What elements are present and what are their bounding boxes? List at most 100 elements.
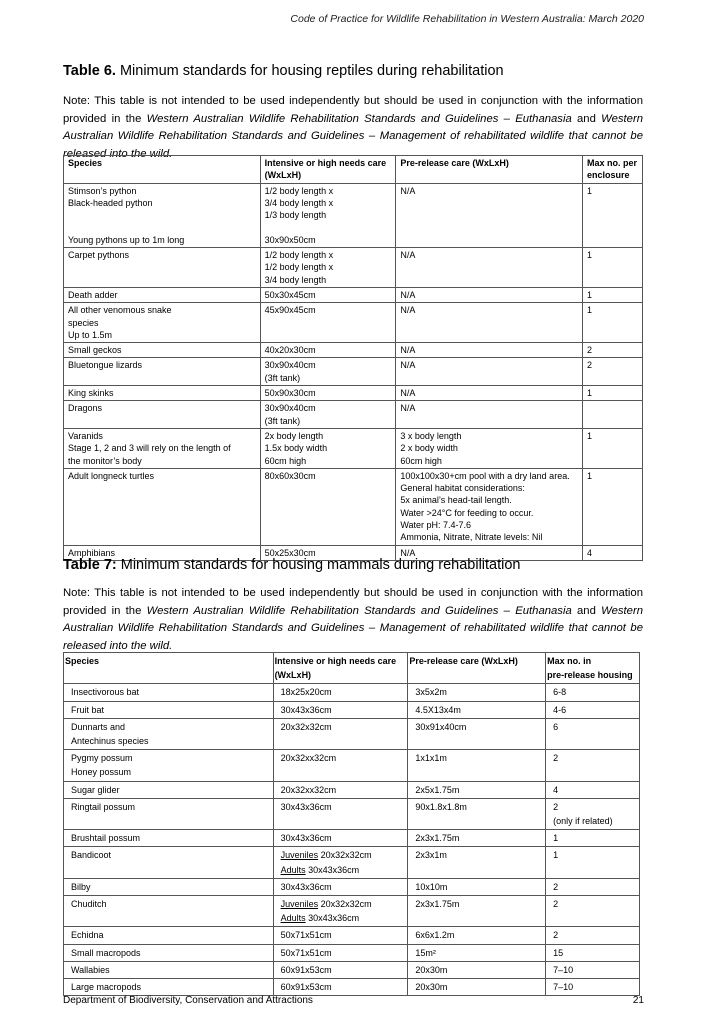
table-cell: 15 <box>545 943 640 962</box>
column-header: Pre-release care (WxLxH) <box>407 651 547 685</box>
table-cell: 2 <box>545 895 640 928</box>
table6-title: Minimum standards for housing reptiles d… <box>115 63 504 79</box>
table-cell: 2 <box>582 342 643 359</box>
table-row: Large macropods 60x91x53cm 20x30m 7–10 <box>63 978 640 997</box>
table-row: Bandicoot Juveniles 20x32x32cm Adults 30x… <box>63 846 640 879</box>
table-cell: 7–10 <box>545 978 640 997</box>
table-cell: 2x3x1.75m <box>407 829 547 848</box>
table-cell: 60x91x53cm <box>272 978 409 997</box>
table-cell: Adult longneck turtles <box>63 467 261 546</box>
table-cell: 6-8 <box>545 683 640 702</box>
note-ref: Western Australian Wildlife Rehabilitati… <box>146 112 572 125</box>
table-cell: Brushtail possum <box>63 829 274 848</box>
column-header: Pre-release care (WxLxH) <box>395 155 583 184</box>
table-cell: 50x71x51cm <box>272 926 409 945</box>
table-cell: Stimson’s python Black-headed python You… <box>63 182 261 249</box>
table-cell: 2 (only if related) <box>545 797 640 831</box>
table-cell: 3 x body length 2 x body width 60cm high <box>395 427 583 469</box>
table-cell: 20x30m <box>407 960 547 980</box>
table-cell: 1 <box>545 846 640 879</box>
table-cell: 6 <box>545 717 640 751</box>
table-cell: 6x6x1.2m <box>407 926 547 945</box>
table-cell: 1 <box>582 467 643 546</box>
table-cell: 80x60x30cm <box>259 467 397 546</box>
table-cell: 1 <box>582 385 643 402</box>
table-cell: N/A <box>395 400 583 429</box>
running-header: Code of Practice for Wildlife Rehabilita… <box>290 13 644 25</box>
table-cell: 2 <box>545 877 640 897</box>
table-cell: N/A <box>395 247 583 288</box>
table-row: Carpet pythons 1/2 body length x 1/2 body… <box>63 247 643 288</box>
table-row: Adult longneck turtles 80x60x30cm 100x100x… <box>63 467 643 546</box>
table-cell: King skinks <box>63 385 261 402</box>
table-row: Sugar glider 20x32xx32cm 2x5x1.75m 4 <box>63 780 640 799</box>
table-cell: 1/2 body length x 1/2 body length x 3/4 … <box>259 247 397 288</box>
table-cell: N/A <box>395 182 583 249</box>
table-cell: 4 <box>545 780 640 799</box>
table-cell: 4 <box>582 544 643 561</box>
table-cell: Juveniles 20x32x32cm Adults 30x43x36cm <box>272 846 409 879</box>
table-cell: 90x1.8x1.8m <box>407 797 547 831</box>
table-cell: 2 <box>545 749 640 782</box>
table-cell: 50x25x30cm <box>259 544 397 561</box>
table-row: Ringtail possum 30x43x36cm 90x1.8x1.8m 2 (o… <box>63 797 640 831</box>
table-cell: 7–10 <box>545 960 640 980</box>
table7-mammals: Species Intensive or high needs care (WxL… <box>63 651 640 997</box>
table7-heading: Table 7: Minimum standards for housing m… <box>63 557 520 573</box>
note-text: . <box>169 639 173 652</box>
note-ref: Western Australian Wildlife Rehabilitati… <box>63 604 643 652</box>
header-row: Species Intensive or high needs care (WxL… <box>63 155 643 184</box>
table-cell: 45x90x45cm <box>259 302 397 344</box>
table-cell: 60x91x53cm <box>272 960 409 980</box>
table-cell: 30x43x36cm <box>272 877 409 897</box>
table-cell: 1x1x1m <box>407 749 547 782</box>
note-text: . <box>169 147 173 160</box>
table-cell: Pygmy possum Honey possum <box>63 749 274 782</box>
table-cell: 20x32xx32cm <box>272 749 409 782</box>
table-cell: 2x body length 1.5x body width 60cm high <box>259 427 397 469</box>
table-cell: 30x43x36cm <box>272 829 409 848</box>
table-row: Stimson’s python Black-headed python You… <box>63 182 643 249</box>
table-cell: Bandicoot <box>63 846 274 879</box>
table-cell: 18x25x20cm <box>272 683 409 702</box>
table-cell: Wallabies <box>63 960 274 980</box>
table-cell: Small geckos <box>63 342 261 359</box>
header-row: Species Intensive or high needs care (WxL… <box>63 651 640 685</box>
table-cell: Sugar glider <box>63 780 274 799</box>
table-cell: Dunnarts and Antechinus species <box>63 717 274 751</box>
table-cell: N/A <box>395 357 583 387</box>
table-cell: 1 <box>545 829 640 848</box>
table-cell: 4.5X13x4m <box>407 700 547 719</box>
table-cell: 30x90x40cm (3ft tank) <box>259 357 397 387</box>
table-cell: 4-6 <box>545 700 640 719</box>
table-cell: Amphibians <box>63 544 261 561</box>
table-cell: 1 <box>582 182 643 249</box>
table-cell: Bilby <box>63 877 274 897</box>
page-number: 21 <box>632 995 644 1006</box>
table-cell: All other venomous snake species Up to 1… <box>63 302 261 344</box>
table-row: Small macropods 50x71x51cm 15m² 15 <box>63 943 640 962</box>
column-header: Species <box>63 651 274 685</box>
table-cell: Chuditch <box>63 895 274 928</box>
table-row: Varanids Stage 1, 2 and 3 will rely on t… <box>63 427 643 469</box>
cell-line: Juveniles 20x32x32cm <box>280 899 372 910</box>
table-row: Bilby 30x43x36cm 10x10m 2 <box>63 877 640 897</box>
table-cell: 2 <box>545 926 640 945</box>
table-row: King skinks 50x90x30cm N/A 1 <box>63 385 643 402</box>
table-cell: 2 <box>582 357 643 387</box>
note-text: Note: This table is not intended to be u… <box>63 95 643 125</box>
table-row: Bluetongue lizards 30x90x40cm (3ft tank) N… <box>63 357 643 387</box>
table-row: All other venomous snake species Up to 1… <box>63 302 643 344</box>
table-cell: 15m² <box>407 943 547 962</box>
table-cell: 100x100x30+cm pool with a dry land area.… <box>395 467 583 546</box>
table-cell: 20x32xx32cm <box>272 780 409 799</box>
cell-line: Adults 30x43x36cm <box>280 864 360 875</box>
table-cell: Fruit bat <box>63 700 274 719</box>
table-cell: 50x71x51cm <box>272 943 409 962</box>
column-header: Max no. in pre-release housing <box>545 651 640 685</box>
table6-note: Note: This table is not intended to be u… <box>63 93 643 163</box>
table-cell: 2x5x1.75m <box>407 780 547 799</box>
table-cell: 1 <box>582 247 643 288</box>
table-cell: 50x90x30cm <box>259 385 397 402</box>
column-header: Species <box>63 155 261 184</box>
